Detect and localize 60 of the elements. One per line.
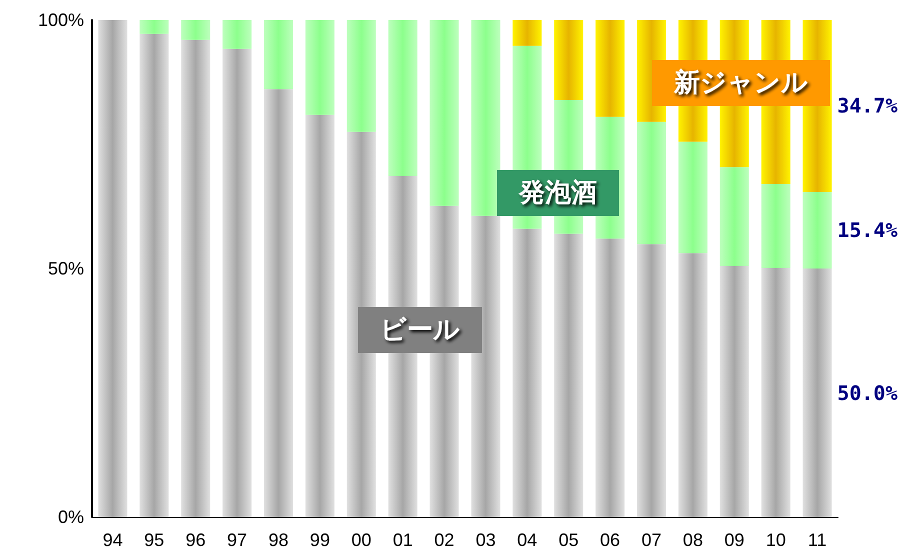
bar: [512, 228, 542, 517]
bar: [678, 253, 708, 517]
bar: [512, 20, 542, 46]
x-tick-label: 02: [434, 530, 454, 550]
x-tick-label: 00: [351, 530, 372, 550]
x-tick-label: 96: [186, 530, 206, 550]
y-tick-label: 50%: [48, 258, 84, 278]
bar: [305, 114, 334, 517]
x-tick-label: 99: [310, 530, 330, 550]
series-label: ビール: [380, 315, 460, 345]
annotation: 50.0%: [837, 380, 898, 405]
annotation: 15.4%: [837, 218, 898, 242]
bar: [596, 238, 625, 517]
x-tick-label: 04: [517, 530, 538, 550]
bar: [346, 132, 376, 517]
x-tick-label: 01: [392, 530, 413, 550]
bar: [98, 20, 128, 517]
bar: [596, 20, 625, 117]
bar: [636, 244, 666, 517]
y-tick-label: 0%: [58, 507, 84, 527]
bar: [264, 20, 294, 90]
bar: [554, 20, 584, 100]
bar: [471, 216, 500, 517]
bar: [181, 20, 210, 40]
x-tick-label: 10: [766, 530, 786, 550]
x-tick-label: 97: [227, 530, 248, 550]
annotation: 34.7%: [837, 94, 898, 118]
bar: [554, 234, 584, 517]
bar: [720, 167, 749, 266]
bar: [140, 20, 169, 34]
bar: [761, 268, 790, 517]
series-label: 新ジャンル: [673, 68, 808, 98]
bar: [802, 268, 832, 517]
x-tick-label: 03: [476, 530, 496, 550]
bar: [720, 266, 749, 517]
bar: [636, 122, 666, 244]
bar: [222, 48, 252, 517]
x-tick-label: 98: [268, 530, 289, 550]
x-tick-label: 94: [102, 530, 123, 550]
bar: [388, 20, 418, 176]
bar: [678, 142, 708, 254]
bar: [346, 20, 376, 132]
x-tick-label: 06: [600, 530, 620, 550]
bar: [140, 34, 169, 517]
bar: [305, 20, 334, 115]
bar: [802, 192, 832, 268]
bar: [430, 20, 459, 206]
series-label: 発泡酒: [518, 178, 597, 208]
x-tick-label: 05: [558, 530, 579, 550]
x-tick-label: 11: [808, 530, 827, 550]
x-tick-label: 95: [144, 530, 164, 550]
bar: [181, 40, 210, 517]
x-tick-label: 07: [641, 530, 662, 550]
bar: [471, 20, 500, 216]
y-tick-label: 100%: [38, 10, 84, 30]
x-tick-label: 08: [682, 530, 703, 550]
bar: [761, 184, 790, 268]
bar: [264, 89, 294, 517]
bar: [222, 20, 252, 49]
x-tick-label: 09: [724, 530, 744, 550]
